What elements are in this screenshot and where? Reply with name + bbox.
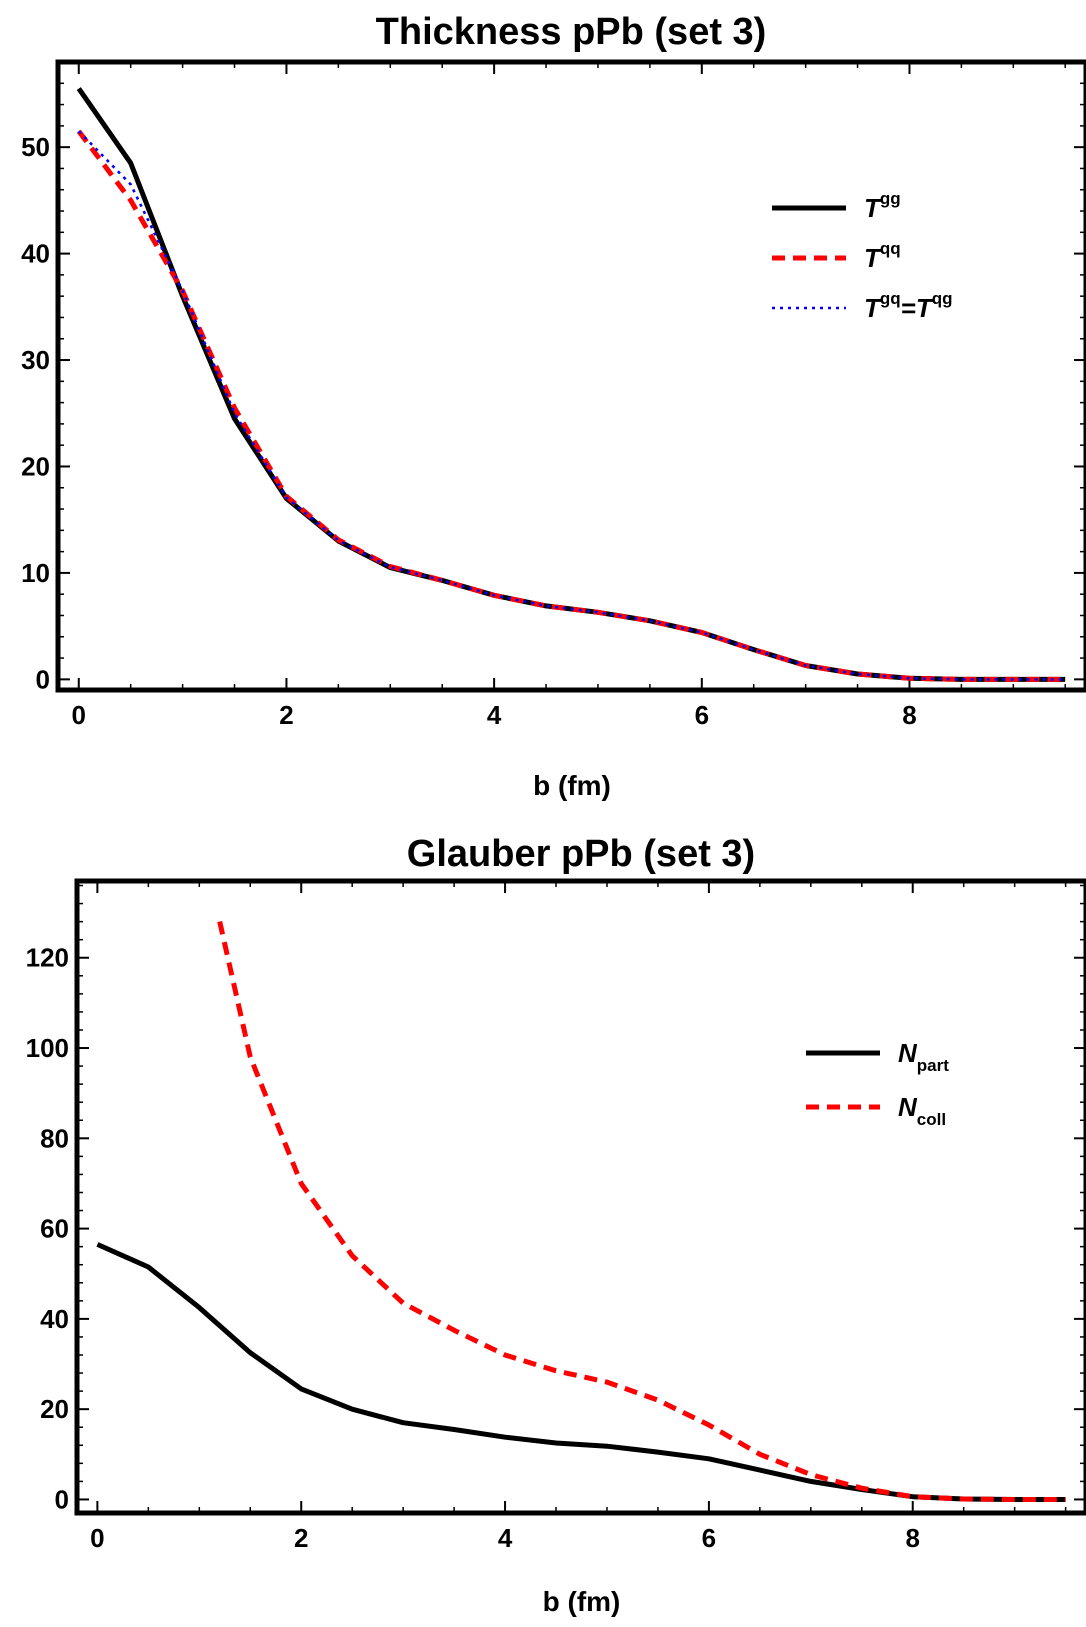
y-tick-label: 10: [21, 558, 50, 588]
x-axis-label: b (fm): [543, 1586, 621, 1617]
legend-entry-1: Tgg: [864, 189, 901, 223]
legend-entry-3: Tgq=Tqg: [864, 289, 953, 323]
x-tick-label: 6: [702, 1523, 716, 1553]
legend-entry-1: Npart: [898, 1038, 949, 1075]
x-tick-label: 0: [90, 1523, 104, 1553]
x-tick-label: 2: [294, 1523, 308, 1553]
legend-entry-2: Tqq: [864, 239, 901, 273]
chart-panel-1: Thickness pPb (set 3) 0 2 4 6 8 0 10 20 30 40 50 b (…: [21, 11, 1086, 801]
y-tick-label: 120: [26, 943, 69, 973]
y-tick-label: 80: [40, 1123, 69, 1153]
y-tick-label: 60: [40, 1214, 69, 1244]
x-tick-label: 6: [695, 700, 709, 730]
x-tick-label: 2: [279, 700, 293, 730]
y-tick-label: 30: [21, 345, 50, 375]
x-tick-label: 8: [902, 700, 916, 730]
series-line-1: [76, 87, 1066, 682]
plot-frame: [55, 59, 1086, 693]
x-tick-label: 4: [487, 700, 502, 730]
y-tick-label: 0: [36, 664, 50, 694]
chart-title: Thickness pPb (set 3): [376, 11, 767, 53]
x-tick-label: 4: [498, 1523, 513, 1553]
x-tick-label: 0: [72, 700, 86, 730]
chart-panel-2: Glauber pPb (set 3)0 2 4 6 8020406080100120b…: [26, 833, 1086, 1617]
legend-entry-2: Ncoll: [898, 1092, 946, 1129]
series-line-3: [77, 130, 1066, 681]
y-tick-label: 20: [40, 1394, 69, 1424]
y-tick-label: 40: [21, 239, 50, 269]
y-tick-label: 40: [40, 1304, 69, 1334]
y-tick-label: 0: [55, 1484, 69, 1514]
y-tick-label: 100: [26, 1033, 69, 1063]
y-tick-label: 20: [21, 451, 50, 481]
y-tick-label: 50: [21, 132, 50, 162]
series-line-2: [217, 921, 1066, 1502]
x-tick-label: 8: [906, 1523, 920, 1553]
series-line-1: [96, 1242, 1066, 1502]
chart-title: Glauber pPb (set 3): [407, 833, 755, 875]
plot-frame: [74, 878, 1086, 1516]
x-axis-label: b (fm): [533, 770, 611, 801]
